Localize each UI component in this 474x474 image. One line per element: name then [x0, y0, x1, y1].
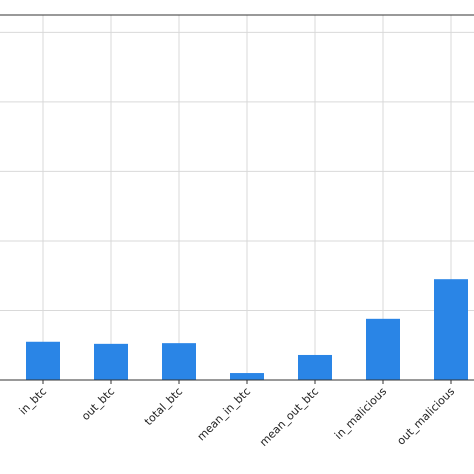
bar [26, 341, 60, 380]
x-tick-label: mean_out_btc [257, 385, 321, 449]
bar [366, 318, 400, 380]
x-tick-label: in_malicious [332, 385, 389, 442]
x-tick-label: out_malicious [394, 385, 457, 448]
x-tick-label: total_btc [142, 385, 185, 428]
bar [94, 343, 128, 380]
x-tick-label: in_btc [17, 385, 49, 417]
bar [162, 343, 196, 380]
bar [298, 354, 332, 380]
bar [230, 373, 264, 380]
x-tick-label: out_btc [79, 385, 117, 423]
bar [434, 279, 468, 380]
x-tick-label: mean_in_btc [195, 385, 253, 443]
